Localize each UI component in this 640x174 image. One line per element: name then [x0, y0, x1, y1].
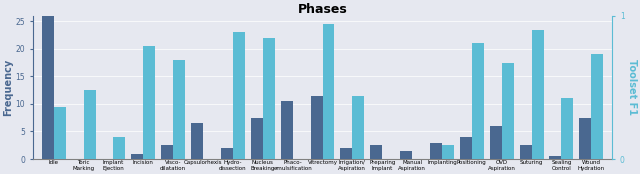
Bar — [490, 126, 502, 159]
Bar — [550, 156, 561, 159]
Bar — [520, 145, 532, 159]
Bar — [143, 46, 156, 159]
Bar — [502, 63, 514, 159]
Bar — [460, 137, 472, 159]
Y-axis label: Frequency: Frequency — [3, 59, 13, 116]
Bar — [42, 10, 54, 159]
Bar — [532, 30, 543, 159]
Bar — [113, 137, 125, 159]
Y-axis label: Toolset F1: Toolset F1 — [627, 59, 637, 115]
Bar — [591, 54, 604, 159]
Bar — [281, 101, 292, 159]
Bar — [400, 151, 412, 159]
Bar — [340, 148, 353, 159]
Bar — [310, 96, 323, 159]
Bar — [173, 60, 185, 159]
Bar — [353, 96, 364, 159]
Bar — [54, 107, 66, 159]
Bar — [579, 118, 591, 159]
Bar — [263, 38, 275, 159]
Bar — [84, 90, 95, 159]
Bar — [233, 32, 245, 159]
Bar — [221, 148, 233, 159]
Bar — [472, 43, 484, 159]
Bar — [323, 24, 335, 159]
Bar — [251, 118, 263, 159]
Bar — [161, 145, 173, 159]
Bar — [191, 123, 203, 159]
Bar — [561, 98, 573, 159]
Bar — [430, 143, 442, 159]
Bar — [442, 145, 454, 159]
Title: Phases: Phases — [298, 3, 348, 16]
Bar — [131, 153, 143, 159]
Bar — [371, 145, 382, 159]
